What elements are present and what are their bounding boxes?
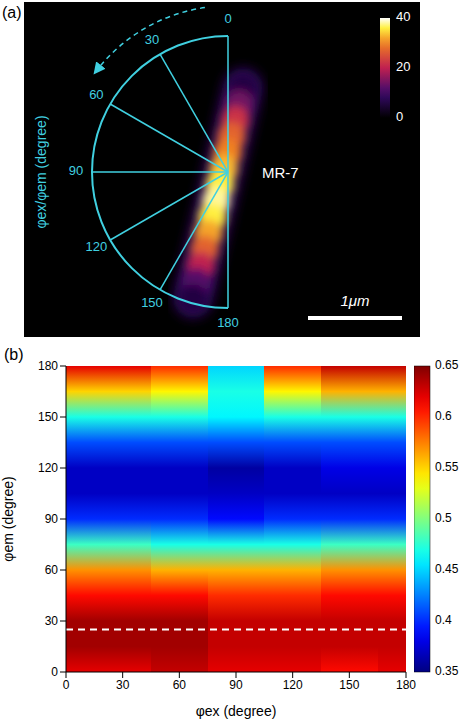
html-text:(b): (b) [4, 346, 24, 363]
svg-text:φem (degree): φem (degree) [0, 476, 16, 561]
svg-text:30: 30 [145, 32, 159, 47]
svg-text:φex (degree): φex (degree) [196, 703, 277, 719]
svg-text:0.6: 0.6 [435, 409, 452, 423]
svg-text:20: 20 [396, 59, 410, 74]
svg-text:0: 0 [224, 11, 231, 26]
svg-text:120: 120 [38, 461, 58, 475]
svg-text:0: 0 [63, 678, 70, 692]
svg-text:0.5: 0.5 [435, 511, 452, 525]
svg-text:φex/φem (degree): φex/φem (degree) [33, 115, 49, 228]
svg-text:1μm: 1μm [340, 292, 369, 309]
svg-text:0: 0 [51, 665, 58, 679]
svg-text:120: 120 [283, 678, 303, 692]
svg-text:150: 150 [141, 295, 163, 310]
svg-text:0.65: 0.65 [435, 358, 459, 372]
svg-text:40: 40 [396, 9, 410, 24]
svg-text:0.55: 0.55 [435, 460, 459, 474]
svg-text:(a): (a) [2, 4, 22, 21]
svg-text:150: 150 [339, 678, 359, 692]
svg-text:150: 150 [38, 410, 58, 424]
svg-text:180: 180 [217, 315, 239, 330]
svg-text:MR-7: MR-7 [262, 164, 299, 181]
svg-text:60: 60 [45, 563, 59, 577]
svg-text:0: 0 [396, 109, 403, 124]
svg-text:180: 180 [38, 359, 58, 373]
svg-text:30: 30 [116, 678, 130, 692]
svg-text:60: 60 [89, 87, 103, 102]
svg-text:0.35: 0.35 [435, 664, 459, 678]
svg-text:180: 180 [396, 678, 416, 692]
svg-text:90: 90 [69, 163, 83, 178]
svg-text:30: 30 [45, 614, 59, 628]
svg-text:90: 90 [229, 678, 243, 692]
svg-text:0.4: 0.4 [435, 613, 452, 627]
svg-text:0.45: 0.45 [435, 562, 459, 576]
svg-text:90: 90 [45, 512, 59, 526]
svg-text:120: 120 [86, 239, 108, 254]
svg-text:60: 60 [173, 678, 187, 692]
